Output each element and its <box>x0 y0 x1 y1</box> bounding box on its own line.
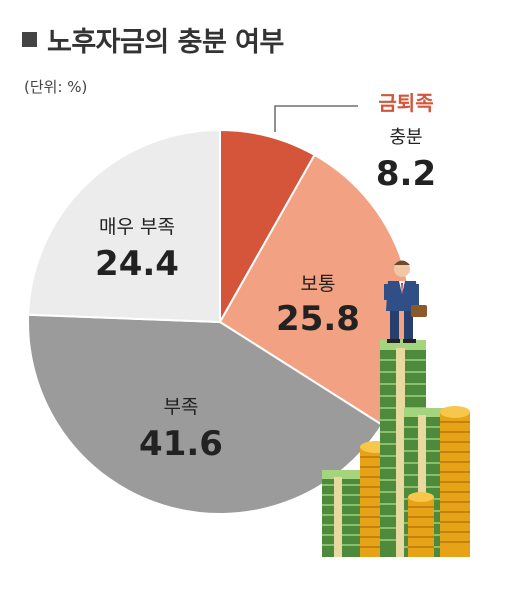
money-stack-illustration <box>322 260 470 557</box>
slice-category-label-2: 보통 <box>301 273 336 295</box>
slice-value-label-4: 24.4 <box>95 244 179 284</box>
slice-value-label-2: 25.8 <box>276 299 360 339</box>
slice-value-label-3: 41.6 <box>139 424 223 464</box>
slice-category-label-1: 충분 <box>389 127 422 148</box>
pie-slice-4 <box>27 128 221 324</box>
callout-leader-line <box>274 105 358 132</box>
title-square-icon <box>22 32 37 47</box>
slice-category-label-4: 매우 부족 <box>99 216 175 238</box>
slice-value-label-1: 8.2 <box>376 154 436 194</box>
slice-tag-label: 금퇴족 <box>378 91 433 115</box>
pie-slices <box>27 128 413 515</box>
unit-label: (단위: %) <box>24 78 88 96</box>
pie-slice-1 <box>219 128 316 326</box>
chart-title: 노후자금의 충분 여부 <box>22 20 284 59</box>
chart-title-text: 노후자금의 충분 여부 <box>47 27 284 58</box>
businessman-illustration <box>384 260 427 343</box>
slice-category-label-3: 부족 <box>164 396 199 418</box>
